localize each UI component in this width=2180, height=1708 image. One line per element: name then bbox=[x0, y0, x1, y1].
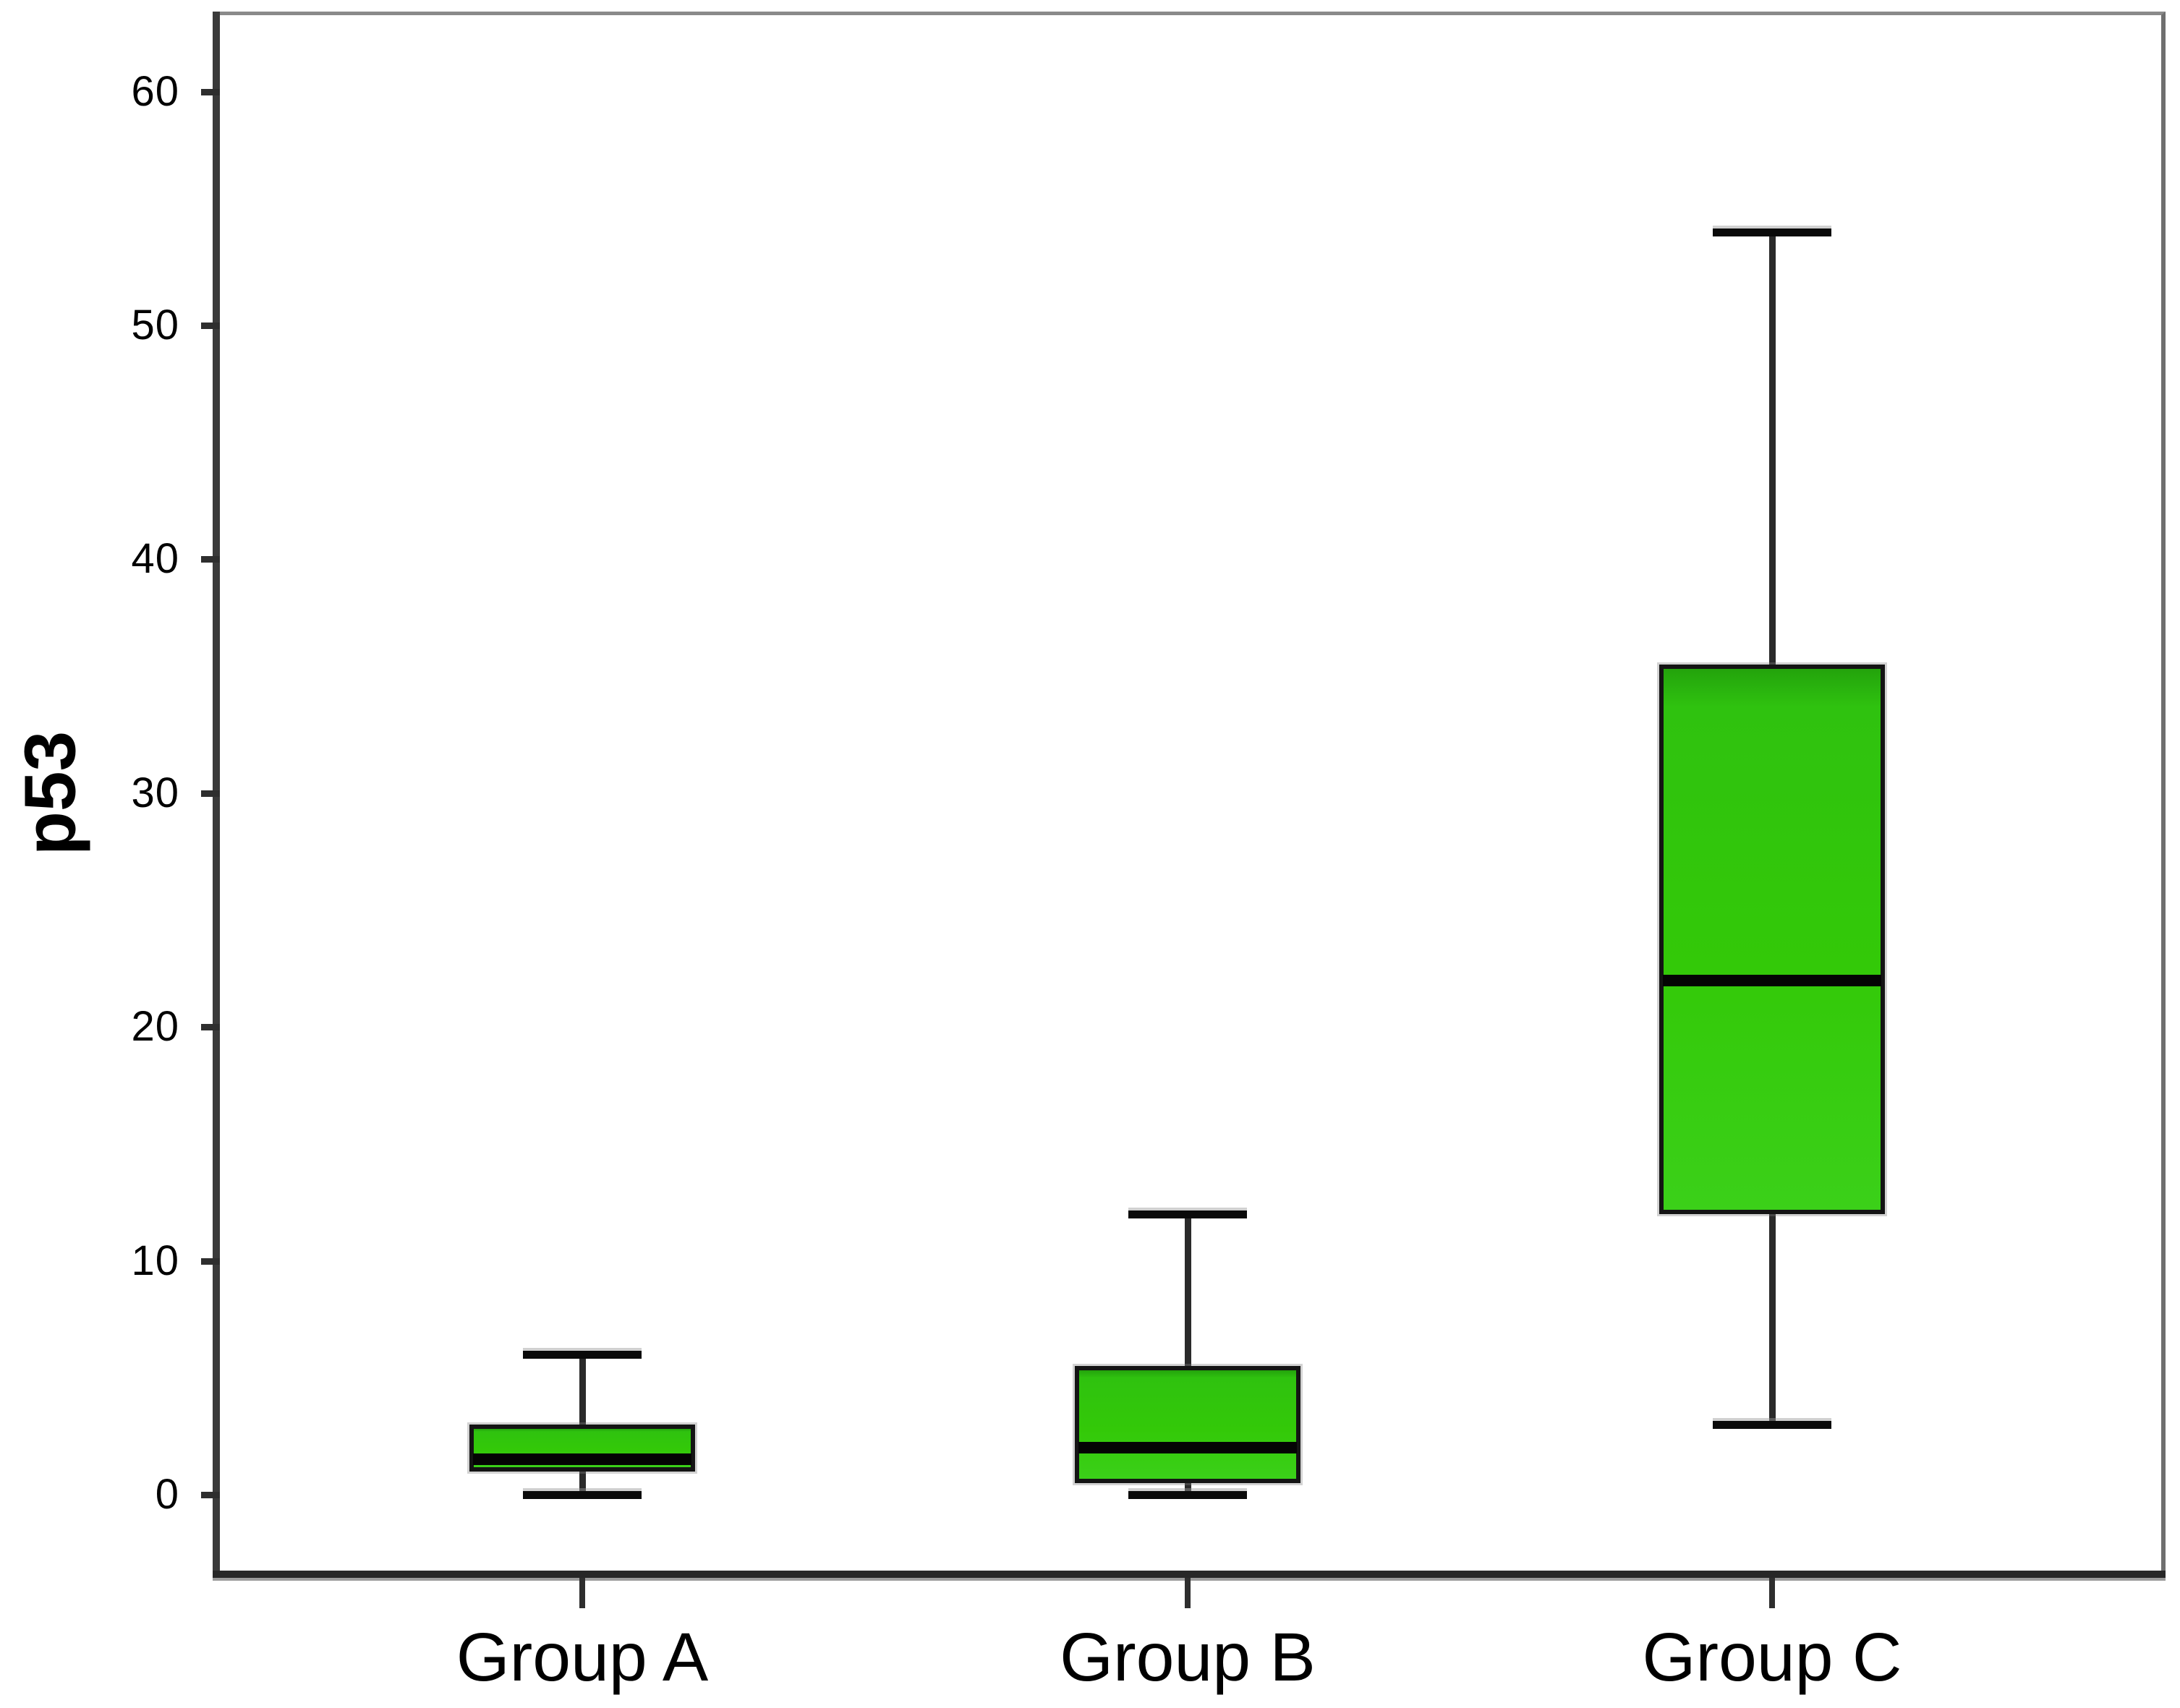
y-tick-label: 10 bbox=[131, 1237, 179, 1284]
y-tick-label: 0 bbox=[155, 1471, 179, 1518]
category-tick bbox=[1769, 1578, 1775, 1608]
whisker-cap-top bbox=[1713, 228, 1831, 236]
whisker-cap-top bbox=[1128, 1210, 1247, 1218]
category-tick bbox=[1185, 1578, 1191, 1608]
y-tick-label: 30 bbox=[131, 769, 179, 816]
y-tick bbox=[201, 1024, 220, 1031]
median-line bbox=[1663, 974, 1881, 986]
y-tick bbox=[201, 323, 220, 329]
box bbox=[1075, 1366, 1300, 1483]
category-label: Group A bbox=[456, 1619, 709, 1696]
median-line bbox=[473, 1453, 691, 1466]
whisker-stem bbox=[1185, 1213, 1191, 1495]
box bbox=[1659, 664, 1885, 1214]
y-tick bbox=[201, 88, 220, 95]
y-tick-label: 20 bbox=[131, 1003, 179, 1051]
whisker-cap-top bbox=[523, 1350, 642, 1359]
y-tick bbox=[201, 1257, 220, 1265]
category-label: Group B bbox=[1060, 1619, 1316, 1696]
whisker-cap-bottom bbox=[1128, 1491, 1247, 1499]
y-tick-label: 50 bbox=[131, 302, 179, 349]
y-tick-label: 40 bbox=[131, 535, 179, 583]
whisker-cap-bottom bbox=[1713, 1420, 1831, 1429]
category-tick bbox=[579, 1578, 585, 1608]
y-tick bbox=[201, 1492, 220, 1498]
category-label: Group C bbox=[1642, 1619, 1902, 1696]
median-line bbox=[1078, 1442, 1297, 1454]
y-tick bbox=[201, 556, 220, 563]
whisker-cap-bottom bbox=[523, 1491, 642, 1499]
y-tick-label: 60 bbox=[131, 67, 179, 115]
y-tick bbox=[201, 790, 220, 797]
plot-frame bbox=[213, 12, 2166, 1577]
